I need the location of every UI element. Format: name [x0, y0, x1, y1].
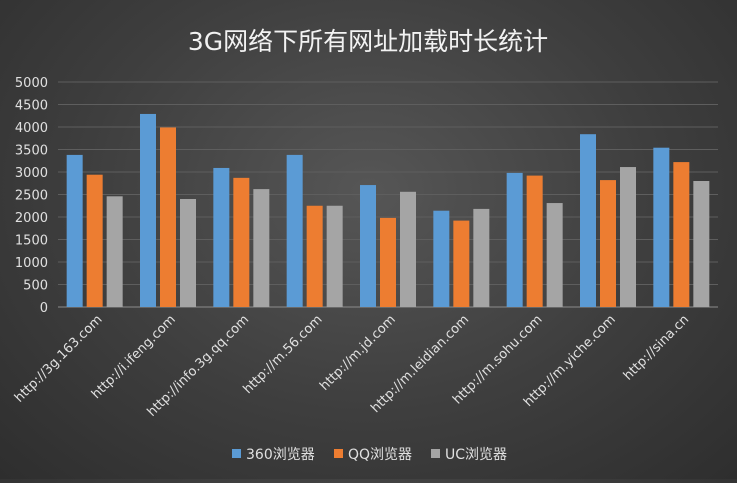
- legend-label: QQ浏览器: [348, 447, 412, 463]
- y-tick-label: 4000: [15, 121, 48, 136]
- x-axis-ticks: http://3g.163.comhttp://i.ifeng.comhttp:…: [12, 312, 692, 420]
- bar-1-1: [66, 154, 83, 307]
- x-tick-label: http://sina.cn: [621, 312, 692, 383]
- y-tick-label: 500: [23, 279, 48, 294]
- bar-1-5: [360, 185, 376, 307]
- bar-2-3: [233, 177, 250, 307]
- bar-1-3: [213, 167, 230, 307]
- bar-2-4: [306, 205, 323, 307]
- legend: 360浏览器 QQ浏览器 UC浏览器: [232, 447, 507, 463]
- y-tick-label: 3500: [15, 144, 48, 159]
- bar-2-9: [673, 162, 690, 307]
- legend-label: UC浏览器: [445, 447, 507, 463]
- x-tick-label: http://m.56.com: [241, 312, 326, 397]
- y-tick-label: 5000: [15, 76, 48, 91]
- bars: [66, 113, 710, 307]
- bar-3-2: [180, 199, 196, 307]
- bar-3-5: [400, 191, 416, 307]
- legend-swatch: [232, 449, 241, 458]
- y-axis-ticks: 0 500 1000 1500 2000 2500 3000 3500 4000 4500 5000: [15, 76, 48, 316]
- bar-1-6: [433, 210, 450, 307]
- bar-3-8: [620, 167, 636, 307]
- bar-3-4: [326, 205, 343, 307]
- bar-2-7: [526, 175, 543, 307]
- bar-2-8: [600, 180, 616, 307]
- bar-2-5: [380, 217, 396, 307]
- bar-3-6: [473, 208, 490, 307]
- bar-3-1: [106, 196, 123, 307]
- bar-3-7: [546, 203, 563, 307]
- bar-1-9: [653, 147, 670, 307]
- y-tick-label: 2000: [15, 211, 48, 226]
- x-tick-label: http://m.jd.com: [317, 312, 399, 394]
- bar-2-6: [453, 220, 470, 307]
- bar-1-4: [286, 154, 303, 307]
- legend-swatch: [334, 449, 343, 458]
- bar-3-9: [693, 181, 710, 307]
- y-tick-label: 4500: [15, 99, 48, 114]
- y-tick-label: 2500: [15, 189, 48, 204]
- y-tick-label: 0: [40, 301, 48, 316]
- y-tick-label: 1000: [15, 256, 48, 271]
- bar-1-2: [140, 113, 156, 307]
- y-tick-label: 1500: [15, 234, 48, 249]
- bar-1-7: [506, 172, 523, 307]
- legend-swatch: [431, 449, 440, 458]
- bar-2-2: [160, 127, 176, 307]
- legend-label: 360浏览器: [246, 447, 315, 463]
- bar-2-1: [86, 174, 103, 307]
- bar-3-3: [253, 189, 270, 307]
- chart-title: 3G网络下所有网址加载时长统计: [188, 27, 548, 56]
- y-tick-label: 3000: [15, 166, 48, 181]
- bar-1-8: [580, 134, 596, 307]
